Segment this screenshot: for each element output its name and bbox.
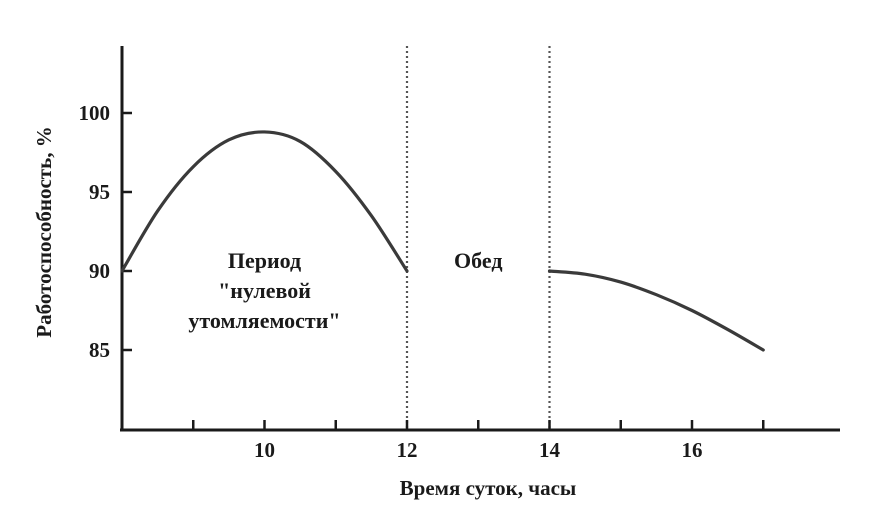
annotation-0-line-2: утомляемости"	[188, 308, 340, 333]
annotation-1-line-0: Обед	[454, 248, 502, 273]
y-tick-label-100: 100	[79, 101, 111, 125]
y-tick-label-85: 85	[89, 338, 110, 362]
vertical-markers	[405, 46, 551, 430]
annotation-0-line-0: Период	[228, 248, 301, 273]
annotations: Период "нулевой утомляемости" Обед	[188, 248, 502, 333]
x-tick-label-16: 16	[682, 438, 703, 462]
y-tick-label-90: 90	[89, 259, 110, 283]
axes	[120, 46, 840, 432]
x-tick-label-10: 10	[254, 438, 275, 462]
x-axis-title: Время суток, часы	[400, 476, 577, 500]
series	[120, 130, 765, 352]
series-line-afternoon	[547, 269, 765, 352]
series-line-morning	[120, 130, 409, 273]
y-tick-label-95: 95	[89, 180, 110, 204]
x-tick-label-14: 14	[539, 438, 561, 462]
y-axis-title: Работоспособность, %	[32, 126, 56, 337]
annotation-0-line-1: "нулевой	[218, 278, 311, 303]
ticks: 10 12 14 16 85 90 95 100	[79, 101, 765, 462]
x-tick-label-12: 12	[397, 438, 418, 462]
